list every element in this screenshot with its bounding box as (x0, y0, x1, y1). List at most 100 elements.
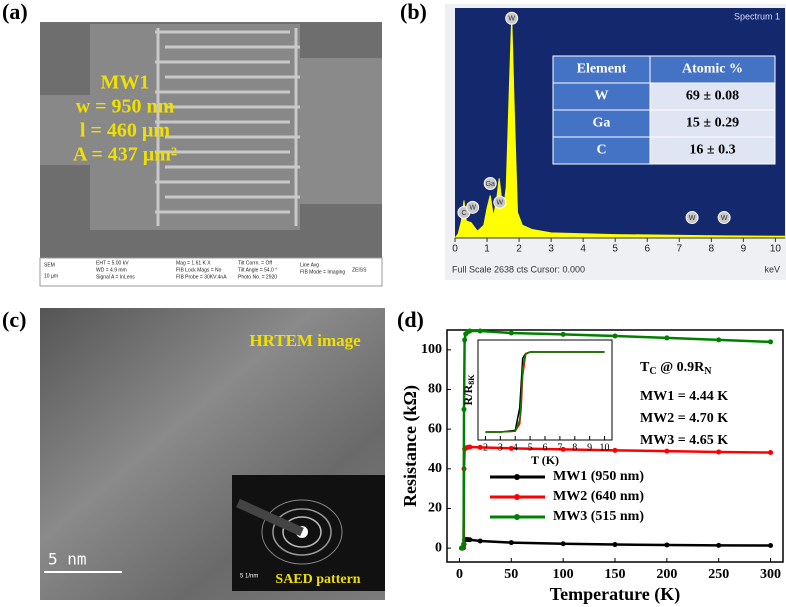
x-tick-label: 6 (644, 244, 650, 255)
legend-label: MW3 (515 nm) (553, 509, 644, 524)
x-tick-label: 2 (516, 244, 522, 255)
peak-marker (466, 200, 480, 214)
table-cell (649, 109, 776, 138)
x-tick-label: 8 (572, 442, 577, 453)
annotation: MW2 = 4.70 K (640, 411, 728, 426)
table-header: Element (577, 62, 627, 77)
peak-label: Ga (486, 181, 495, 188)
x-tick-label: 9 (587, 442, 592, 453)
sem-info-text: FIB Mode = Imaging (300, 269, 345, 275)
y-tick-label: 40 (428, 461, 442, 476)
point-marker (612, 542, 618, 548)
table-text: C (596, 143, 606, 158)
annotation-part: N (704, 366, 712, 377)
annotation-part: @ 0.9R (657, 360, 706, 375)
plot-frame (477, 339, 613, 441)
table-text: 15 ± 0.29 (686, 116, 739, 131)
y-tick-label: 80 (428, 382, 442, 397)
point-marker (612, 447, 618, 453)
x-tick-label: 0 (456, 567, 463, 582)
annotation-tc: TC @ 0.9RN (640, 360, 712, 377)
sem-info-text: FIB Lock Mags = No (176, 267, 222, 273)
chart-title: Spectrum 1 (734, 11, 780, 21)
sem-info-text: SEM (44, 262, 55, 268)
point-marker (477, 444, 483, 450)
sem-label: MW1 (101, 72, 150, 94)
x-tick-label: 5 (612, 244, 618, 255)
sem-info-text: Signal A = InLens (96, 274, 135, 280)
saed-background (232, 475, 385, 591)
annotation-part: T (640, 360, 650, 375)
point-marker (461, 541, 467, 547)
peak-label: W (508, 16, 515, 23)
table-text: W (595, 89, 609, 104)
y-tick-label: 20 (428, 501, 442, 516)
point-marker (508, 540, 514, 546)
y-label-part: R/R (461, 384, 475, 405)
x-axis-label: T (K) (531, 453, 559, 467)
panel-label: (a) (2, 0, 28, 24)
x-tick-label: 3 (498, 442, 503, 453)
point-marker (508, 445, 514, 451)
x-tick-label: 7 (557, 442, 562, 453)
sem-info-text: EHT = 5.00 kV (96, 260, 129, 266)
x-tick-label: 10 (600, 442, 610, 453)
point-marker (462, 337, 468, 343)
table-text: 69 ± 0.08 (686, 89, 739, 104)
sem-info-text: Photo No. = 2920 (238, 274, 277, 280)
point-marker (612, 333, 618, 339)
point-marker (477, 328, 483, 334)
sem-info-text: ZEISS (352, 267, 367, 273)
point-marker (768, 450, 774, 456)
diffraction-ring (282, 516, 322, 548)
y-tick-label: 100 (421, 342, 442, 357)
sem-info-text: 10 µm (44, 273, 58, 279)
x-tick-label: 150 (605, 567, 626, 582)
x-tick-label: 4 (513, 442, 518, 453)
table-header: Atomic % (682, 62, 743, 77)
point-marker (716, 542, 722, 548)
legend-label: MW2 (640 nm) (553, 489, 644, 504)
point-marker (716, 449, 722, 455)
point-marker (460, 545, 466, 551)
table-cell (552, 136, 651, 165)
peak-label: W (497, 200, 504, 207)
saed-inset: 5 1/nm SAED pattern (232, 475, 385, 591)
annotation: MW3 = 4.65 K (640, 433, 728, 448)
sem-info-text: WD = 4.9 mm (96, 267, 127, 273)
peak-marker (505, 11, 519, 25)
table-cell (552, 82, 651, 111)
point-marker (508, 330, 514, 336)
point-marker (560, 446, 566, 452)
beam-stop (236, 498, 304, 537)
meander (155, 28, 300, 226)
table-header-cell (552, 55, 651, 84)
point-marker (467, 537, 473, 543)
table-cell (649, 82, 776, 111)
diffraction-ring (261, 499, 343, 565)
peak-label: W (721, 215, 728, 222)
peak-label: W (469, 205, 476, 212)
sem-info-bar (39, 257, 383, 287)
panel-label: (d) (397, 307, 424, 332)
table-text: 16 ± 0.3 (689, 143, 735, 158)
table-cell (552, 109, 651, 138)
diffraction-ring (272, 508, 332, 556)
x-tick-label: 1 (484, 244, 490, 255)
sem-info-text: Tilt Corrn. = Off (238, 260, 273, 266)
peak-marker (493, 195, 507, 209)
point-marker (467, 444, 473, 450)
x-tick-label: 250 (708, 567, 729, 582)
peak-marker (483, 176, 497, 190)
meander-edge (156, 28, 298, 226)
x-tick-label: 5 (528, 442, 533, 453)
peak-label: W (689, 215, 696, 222)
x-tick-label: 3 (548, 244, 554, 255)
x-tick-label: 7 (676, 244, 682, 255)
table-cell (649, 136, 776, 165)
y-tick-label: 60 (428, 421, 442, 436)
y-label-part: 8K (467, 374, 476, 385)
